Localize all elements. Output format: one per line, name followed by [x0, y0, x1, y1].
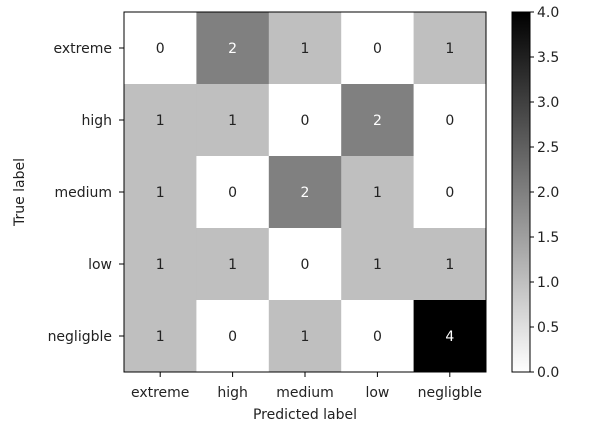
heatmap-cell	[124, 300, 197, 373]
cell-value-label: 2	[228, 41, 237, 57]
heatmap-cell	[341, 156, 415, 229]
y-axis-ticks: extreme high medium low negligble	[48, 41, 124, 345]
heatmap-cell	[196, 12, 270, 85]
heatmap-cell	[124, 156, 197, 229]
x-tick-label: negligble	[418, 385, 482, 401]
heatmap-cell	[196, 228, 270, 301]
y-tick-label: medium	[54, 185, 112, 201]
x-axis-label: Predicted label	[253, 407, 357, 423]
heatmap-cell	[413, 228, 487, 301]
cell-value-label: 0	[373, 329, 382, 345]
cell-value-label: 1	[228, 257, 237, 273]
x-axis-ticks: extreme high medium low negligble	[131, 372, 482, 401]
colorbar-tick-label: 4.0	[537, 5, 559, 21]
cell-value-label: 1	[156, 185, 165, 201]
cell-value-label: 2	[373, 113, 382, 129]
heatmap-cell	[413, 12, 487, 85]
cell-value-label: 1	[373, 257, 382, 273]
heatmap-cell	[268, 228, 342, 301]
heatmap-cell	[268, 156, 342, 229]
cell-value-label: 0	[445, 113, 454, 129]
heatmap-cell	[341, 84, 415, 157]
heatmap-cell	[196, 84, 270, 157]
cell-value-label: 0	[228, 329, 237, 345]
cell-value-label: 1	[156, 113, 165, 129]
heatmap-cell	[124, 228, 197, 301]
cell-value-label: 1	[445, 41, 454, 57]
cell-value-label: 2	[301, 185, 310, 201]
heatmap-cell	[268, 12, 342, 85]
colorbar-tick-label: 0.5	[537, 320, 559, 336]
y-axis-label: True label	[12, 158, 28, 227]
cell-value-label: 1	[301, 41, 310, 57]
x-tick-label: high	[217, 385, 248, 401]
heatmap-cell	[413, 300, 487, 373]
cell-value-label: 4	[445, 329, 454, 345]
cell-value-label: 1	[373, 185, 382, 201]
heatmap-cell	[413, 84, 487, 157]
heatmap-cell	[268, 84, 342, 157]
colorbar-tick-label: 3.5	[537, 50, 559, 66]
cell-value-label: 1	[228, 113, 237, 129]
colorbar	[511, 11, 531, 373]
heatmap-cells: 0 2 1 0 1 1 1 0 2 0 1 0 2 1 0 1 1 0 1 1 1 0 1 0 4	[124, 12, 487, 373]
y-tick-label: low	[88, 257, 112, 273]
heatmap-cell	[124, 12, 197, 85]
colorbar-tick-label: 0.0	[537, 365, 559, 381]
heatmap-cell	[196, 300, 270, 373]
x-tick-label: low	[365, 385, 389, 401]
heatmap-cell	[341, 300, 415, 373]
colorbar-tick-label: 1.5	[537, 230, 559, 246]
cell-value-label: 0	[301, 257, 310, 273]
heatmap-cell	[413, 156, 487, 229]
heatmap-cell	[124, 84, 197, 157]
cell-value-label: 0	[445, 185, 454, 201]
cell-value-label: 1	[301, 329, 310, 345]
cell-value-label: 0	[156, 41, 165, 57]
colorbar-ticks: 0.0 0.5 1.0 1.5 2.0 2.5 3.0 3.5 4.0	[530, 5, 559, 381]
colorbar-tick-label: 2.0	[537, 185, 559, 201]
x-tick-label: extreme	[131, 385, 189, 401]
cell-value-label: 0	[373, 41, 382, 57]
cell-value-label: 0	[228, 185, 237, 201]
colorbar-tick-label: 1.0	[537, 275, 559, 291]
cell-value-label: 1	[445, 257, 454, 273]
heatmap-cell	[341, 228, 415, 301]
heatmap-cell	[268, 300, 342, 373]
colorbar-tick-label: 3.0	[537, 95, 559, 111]
y-tick-label: negligble	[48, 329, 112, 345]
cell-value-label: 1	[156, 257, 165, 273]
heatmap-cell	[341, 12, 415, 85]
cell-value-label: 1	[156, 329, 165, 345]
y-tick-label: high	[81, 113, 112, 129]
heatmap-cell	[196, 156, 270, 229]
cell-value-label: 0	[301, 113, 310, 129]
x-tick-label: medium	[276, 385, 334, 401]
colorbar-tick-label: 2.5	[537, 140, 559, 156]
y-tick-label: extreme	[54, 41, 112, 57]
